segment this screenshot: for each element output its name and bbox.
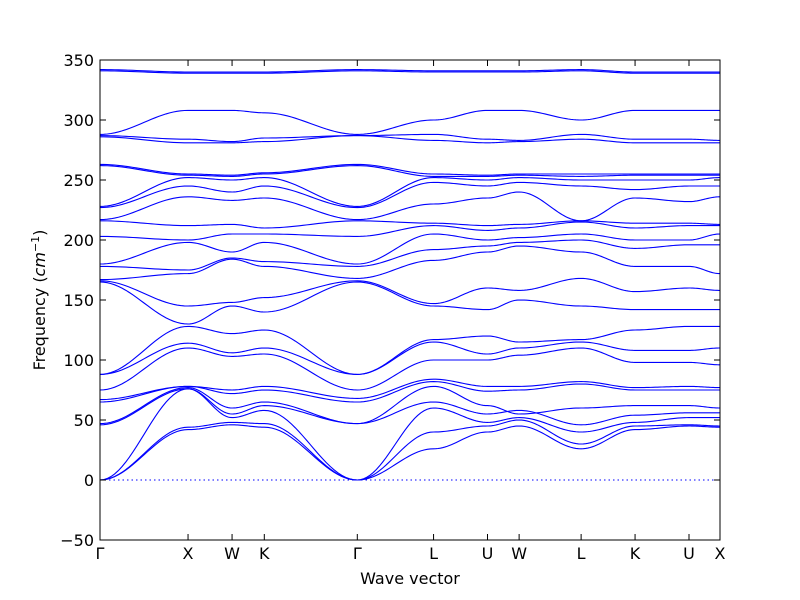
y-axis-label-exponent: −1 [29, 236, 42, 252]
y-tick-label: 300 [63, 111, 94, 130]
x-axis-label: Wave vector [360, 569, 460, 588]
y-tick-label: 200 [63, 231, 94, 250]
band-11 [100, 281, 720, 325]
band-22 [100, 163, 720, 176]
band-14 [100, 239, 720, 271]
band-1 [100, 424, 720, 481]
y-axis-label-prefix: Frequency ( [30, 276, 49, 370]
y-tick-label: 150 [63, 291, 94, 310]
x-tick-label: U [683, 544, 695, 563]
y-axis-label-unit: cm [30, 252, 49, 276]
band-18 [100, 191, 720, 222]
band-25 [100, 109, 720, 135]
band-24 [100, 133, 720, 143]
x-tick-label: X [183, 544, 194, 563]
x-tick-label: X [715, 544, 726, 563]
band-6 [100, 381, 720, 403]
band-15 [100, 233, 720, 265]
band-20 [100, 177, 720, 207]
band-27 [100, 69, 720, 73]
x-tick-label: Γ [353, 544, 362, 563]
band-23 [100, 135, 720, 144]
x-tick-label: W [224, 544, 240, 563]
plot-frame [99, 59, 721, 541]
band-4 [100, 388, 720, 426]
y-tick-label: 250 [63, 171, 94, 190]
y-tick-label: 50 [74, 411, 94, 430]
x-tick-label: K [630, 544, 641, 563]
band-17 [100, 220, 720, 229]
y-axis-label-suffix: ) [30, 230, 49, 236]
y-tick-label: 0 [84, 471, 94, 490]
band-16 [100, 221, 720, 241]
band-13 [100, 245, 720, 281]
band-12 [100, 277, 720, 307]
band-3 [100, 388, 720, 481]
band-lines [100, 69, 720, 481]
band-21 [100, 165, 720, 177]
band-2 [100, 419, 720, 481]
y-tick-label: 350 [63, 51, 94, 70]
y-tick-label: −50 [60, 531, 94, 550]
band-7 [100, 378, 720, 401]
x-tick-label: U [482, 544, 494, 563]
y-axis-label: Frequency (cm−1) [29, 230, 49, 371]
x-tick-label: Γ [96, 544, 105, 563]
band-5 [100, 385, 720, 425]
band-8 [100, 347, 720, 391]
x-tick-label: K [259, 544, 270, 563]
x-tick-label: W [511, 544, 527, 563]
band-19 [100, 181, 720, 209]
y-axis-ticks: −50 0 50 100 150 200 250 300 350 [60, 51, 720, 550]
y-tick-label: 100 [63, 351, 94, 370]
x-tick-label: L [577, 544, 586, 563]
x-tick-label: L [429, 544, 438, 563]
band-9 [100, 341, 720, 375]
band-26 [100, 70, 720, 74]
band-10 [100, 325, 720, 375]
